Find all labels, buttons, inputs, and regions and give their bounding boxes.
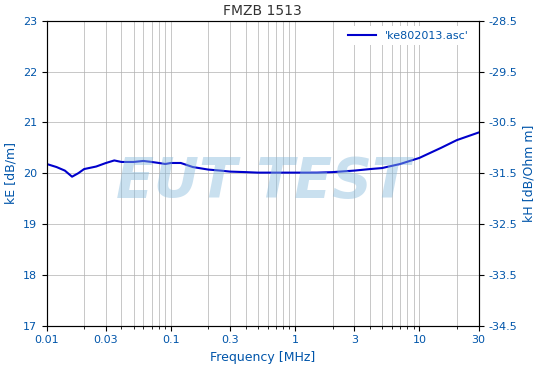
'ke802013.asc': [254, 170, 261, 175]
Y-axis label: kE [dB/m]: kE [dB/m]: [4, 142, 17, 204]
'ke802013.asc': [329, 170, 336, 174]
'ke802013.asc': [397, 162, 403, 166]
'ke802013.asc': [69, 174, 75, 179]
'ke802013.asc': [379, 166, 385, 170]
'ke802013.asc': [416, 156, 423, 160]
'ke802013.asc': [81, 167, 87, 171]
X-axis label: Frequency [MHz]: Frequency [MHz]: [210, 351, 315, 364]
'ke802013.asc': [475, 130, 482, 135]
'ke802013.asc': [162, 162, 168, 166]
'ke802013.asc': [148, 160, 155, 164]
Title: FMZB 1513: FMZB 1513: [224, 4, 302, 18]
'ke802013.asc': [367, 167, 373, 171]
Y-axis label: kH [dB/Ohm m]: kH [dB/Ohm m]: [523, 124, 536, 222]
'ke802013.asc': [43, 162, 50, 166]
'ke802013.asc': [130, 160, 137, 164]
'ke802013.asc': [75, 171, 82, 175]
'ke802013.asc': [227, 169, 233, 174]
'ke802013.asc': [178, 161, 184, 165]
'ke802013.asc': [53, 165, 60, 169]
'ke802013.asc': [156, 161, 162, 165]
Line: 'ke802013.asc': 'ke802013.asc': [46, 132, 478, 177]
'ke802013.asc': [454, 138, 460, 142]
'ke802013.asc': [168, 161, 174, 165]
'ke802013.asc': [140, 159, 146, 163]
'ke802013.asc': [118, 160, 125, 164]
Text: EUT TEST: EUT TEST: [116, 155, 410, 209]
Legend: 'ke802013.asc': 'ke802013.asc': [343, 26, 473, 45]
'ke802013.asc': [217, 169, 224, 173]
'ke802013.asc': [111, 158, 118, 163]
'ke802013.asc': [62, 169, 68, 173]
'ke802013.asc': [190, 165, 196, 169]
'ke802013.asc': [273, 170, 279, 175]
'ke802013.asc': [438, 145, 444, 150]
'ke802013.asc': [93, 164, 99, 169]
'ke802013.asc': [351, 169, 357, 173]
'ke802013.asc': [103, 161, 109, 165]
'ke802013.asc': [292, 170, 299, 175]
'ke802013.asc': [242, 170, 249, 174]
'ke802013.asc': [314, 170, 320, 175]
'ke802013.asc': [205, 167, 212, 172]
